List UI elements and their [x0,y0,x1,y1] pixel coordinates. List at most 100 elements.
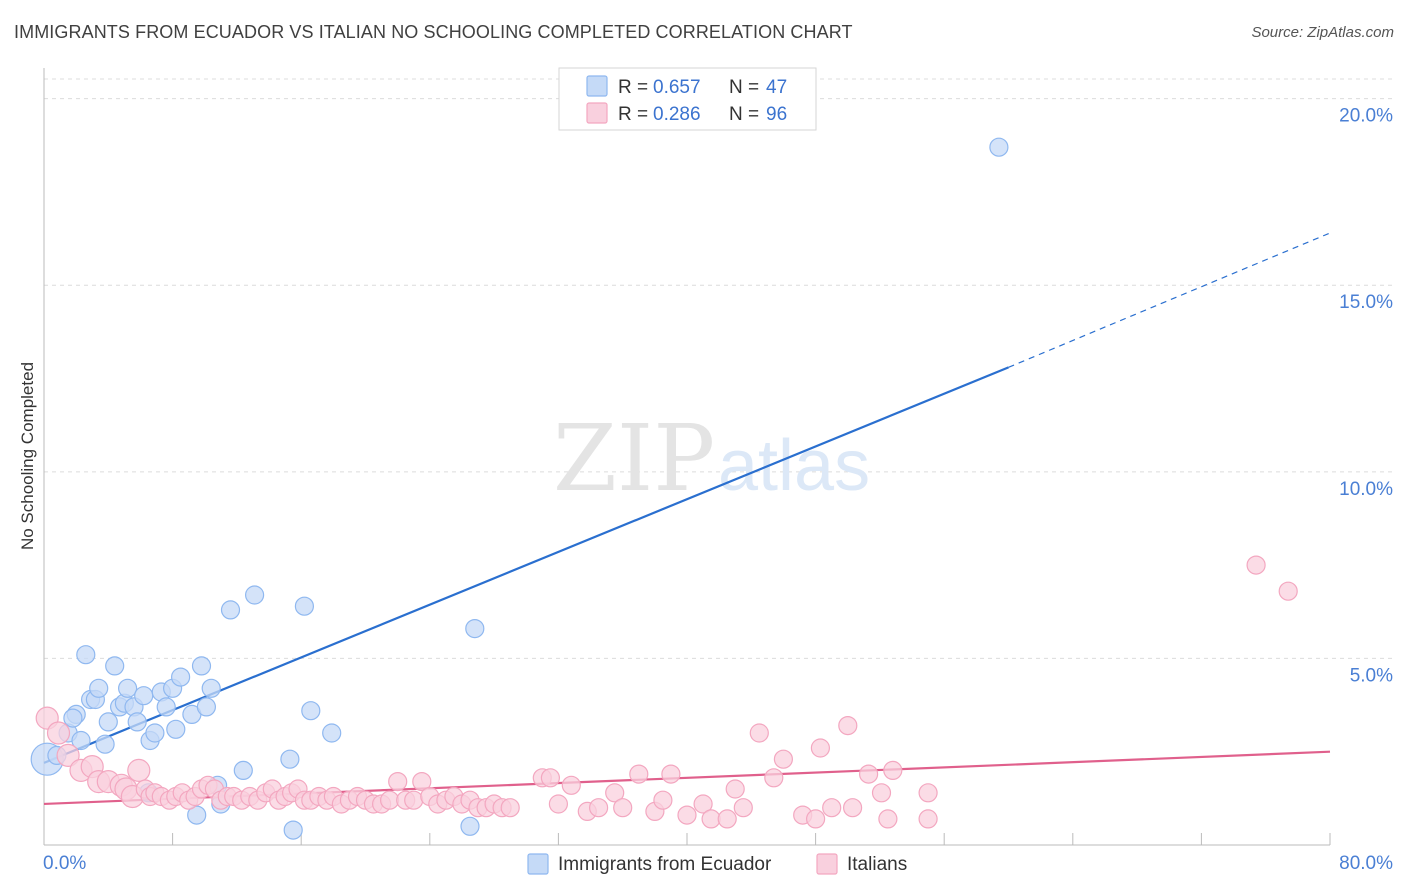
legend-swatch [586,75,608,97]
italians-point [500,798,520,818]
italians-point [838,715,858,736]
ecuador-trend-line [43,366,1009,764]
italians-point [380,790,400,810]
italians-point [805,809,826,829]
ecuador-point [117,678,138,698]
italians-point [388,771,408,792]
legend-swatch [586,102,608,124]
ecuador-point [280,749,300,769]
italians-point [412,771,432,792]
ecuador-point [322,723,342,743]
series-swatch [527,853,549,875]
ecuador-point [134,686,154,706]
italians-point [701,809,721,829]
watermark: ZIP atlas [553,405,870,512]
italians-point [717,809,737,829]
italians-point [878,809,898,829]
italians-point [1278,581,1298,601]
italians-point [605,783,625,803]
legend-r-label: R = [618,77,648,98]
series-legend: Immigrants from Ecuador Italians [527,853,907,875]
series-label: Italians [847,854,907,875]
ecuador-point [156,697,176,717]
y-tick-label: 5.0% [1350,665,1393,686]
ecuador-point [465,618,485,639]
ecuador-point [301,701,321,721]
ecuador-point [76,645,96,665]
italians-point [883,760,903,781]
trend-lines [43,232,1331,806]
ecuador-point [105,656,125,676]
ecuador-point [187,805,207,825]
italians-point [918,783,938,803]
ecuador-point [166,719,186,739]
italians-point [749,723,769,743]
italians-point [1246,555,1266,575]
legend-r-value: 0.657 [653,77,701,98]
legend-n-label: N = [729,104,759,125]
y-tick-label: 10.0% [1339,479,1393,500]
ecuador-point [196,697,216,717]
legend-n-value: 96 [766,104,787,125]
x-tick-label-max: 80.0% [1339,853,1393,874]
watermark-zip: ZIP [553,405,715,512]
ecuador-point [294,596,314,616]
legend-r-label: R = [618,104,648,125]
italians-point [918,809,938,829]
gridlines [44,78,1392,659]
italians-point [127,758,151,783]
ecuador-point [191,656,212,676]
italians-point [773,749,794,769]
ecuador-point [98,712,118,732]
italians-point [56,743,80,768]
ecuador-point [201,678,221,698]
italians-point [629,764,649,784]
ecuador-point [171,667,191,687]
chart-title: IMMIGRANTS FROM ECUADOR VS ITALIAN NO SC… [14,22,853,42]
ecuador-trend-extension [1008,232,1331,368]
italians-point [548,794,569,814]
ecuador-point [95,734,115,754]
italians-point [588,798,609,818]
ecuador-point [989,137,1009,157]
series-swatch [816,853,838,875]
legend-r-value: 0.286 [653,104,701,125]
italians-point [764,768,784,788]
italians-point [540,768,561,788]
italians-point [725,779,745,799]
ecuador-point [220,600,241,620]
ecuador-point [63,708,83,728]
watermark-atlas: atlas [718,426,870,506]
italians-point [693,794,713,814]
ecuador-point [89,678,109,698]
italians-point [677,805,697,825]
italians-point [404,790,424,810]
ecuador-point [145,723,165,743]
ecuador-point [460,816,480,836]
italians-point [661,764,681,784]
x-tick-label-min: 0.0% [43,853,86,874]
italians-point [842,798,863,818]
y-tick-label: 15.0% [1339,292,1393,313]
ecuador-point [233,760,253,781]
ecuador-point [127,712,147,732]
series-label: Immigrants from Ecuador [558,854,772,875]
ecuador-point [71,730,91,751]
italians-point [46,721,71,745]
y-tick-label: 20.0% [1339,106,1393,127]
italians-point [858,764,879,784]
italians-point [871,783,892,803]
italians-point [653,790,673,810]
axes: 5.0% 10.0% 15.0% 20.0% 0.0% 80.0% [43,68,1393,874]
legend-n-label: N = [729,77,759,98]
italians-point [822,798,842,818]
legend: R = 0.657 N = 47 R = 0.286 N = 96 [558,67,817,131]
source-credit: Source: ZipAtlas.com [1251,24,1394,41]
ecuador-point [283,820,303,840]
italians-point [561,775,581,795]
ecuador-point [245,585,265,605]
data-points [30,137,1298,840]
legend-n-value: 47 [766,77,787,98]
italians-point [810,738,831,758]
